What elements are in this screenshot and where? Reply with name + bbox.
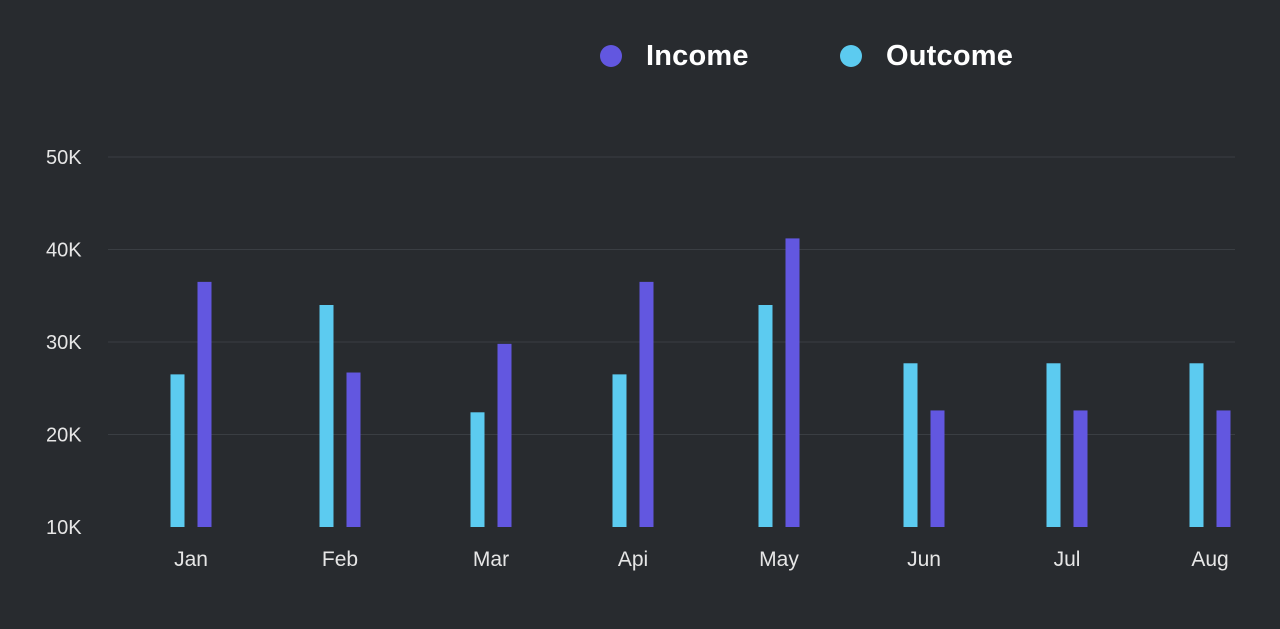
- chart-legend: Income Outcome: [0, 34, 1280, 78]
- legend-dot-outcome: [840, 45, 862, 67]
- legend-item-outcome[interactable]: Outcome: [840, 34, 1013, 78]
- bar-income-aug[interactable]: [1216, 410, 1231, 527]
- bar-outcome-feb[interactable]: [319, 305, 334, 527]
- bar-outcome-aug[interactable]: [1189, 363, 1204, 527]
- x-tick-label: Mar: [473, 548, 509, 571]
- bar-income-jul[interactable]: [1073, 410, 1088, 527]
- x-tick-label: Jan: [174, 548, 208, 571]
- bar-outcome-mar[interactable]: [470, 412, 485, 527]
- bar-outcome-jul[interactable]: [1046, 363, 1061, 527]
- bar-income-may[interactable]: [785, 238, 800, 527]
- bar-income-api[interactable]: [639, 281, 654, 527]
- x-tick-label: May: [759, 548, 799, 571]
- x-tick-label: Aug: [1191, 548, 1228, 571]
- x-tick-label: Feb: [322, 548, 358, 571]
- bar-outcome-jan[interactable]: [170, 374, 185, 527]
- bar-outcome-jun[interactable]: [903, 363, 918, 527]
- y-tick-label: 30K: [46, 332, 82, 354]
- bar-outcome-api[interactable]: [612, 374, 627, 527]
- legend-label-income: Income: [646, 39, 749, 72]
- y-tick-label: 50K: [46, 147, 82, 169]
- x-tick-label: Api: [618, 548, 648, 571]
- legend-item-income[interactable]: Income: [600, 34, 749, 78]
- bar-income-jun[interactable]: [930, 410, 945, 527]
- y-tick-label: 10K: [46, 517, 82, 539]
- bar-outcome-may[interactable]: [758, 305, 773, 527]
- x-tick-label: Jul: [1054, 548, 1081, 571]
- y-tick-label: 40K: [46, 240, 82, 262]
- y-tick-label: 20K: [46, 425, 82, 447]
- x-tick-label: Jun: [907, 548, 941, 571]
- legend-dot-income: [600, 45, 622, 67]
- legend-label-outcome: Outcome: [886, 39, 1014, 72]
- bar-income-jan[interactable]: [197, 281, 212, 527]
- bar-income-feb[interactable]: [346, 372, 361, 527]
- bar-income-mar[interactable]: [497, 343, 512, 527]
